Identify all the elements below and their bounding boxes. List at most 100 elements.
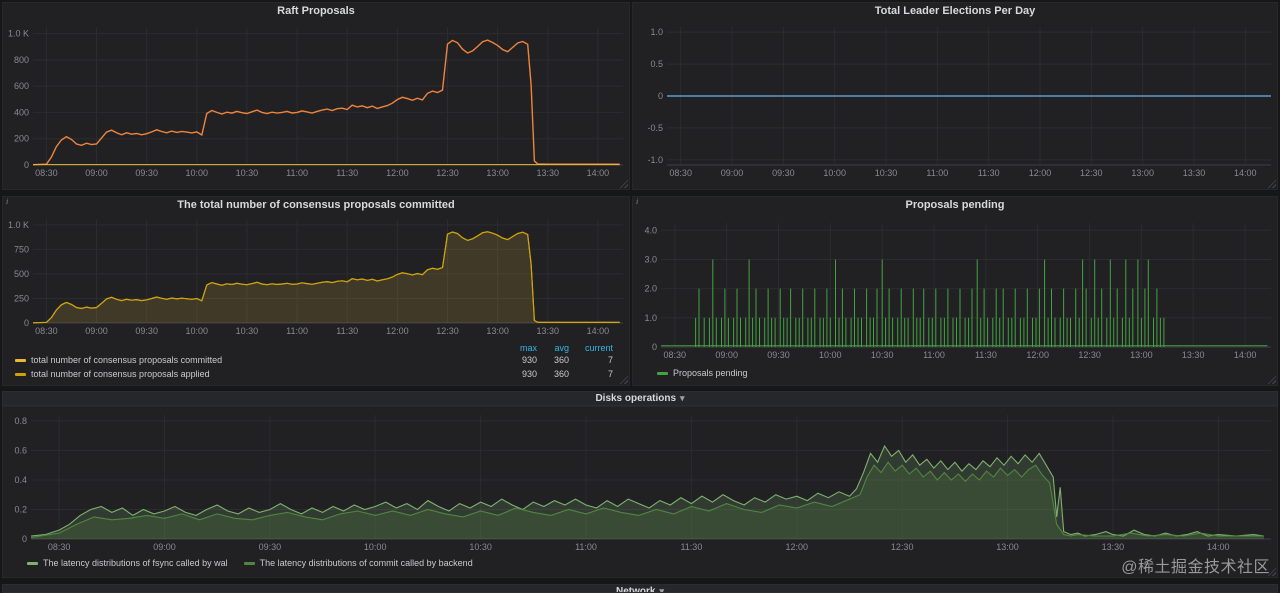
legend-item-commit-backend[interactable]: The latency distributions of commit call… [243, 558, 473, 568]
svg-text:11:30: 11:30 [975, 350, 997, 360]
svg-text:12:30: 12:30 [1080, 168, 1103, 178]
svg-text:10:30: 10:30 [875, 168, 898, 178]
svg-text:0: 0 [24, 318, 29, 328]
svg-text:09:30: 09:30 [767, 350, 790, 360]
svg-text:12:30: 12:30 [1078, 350, 1101, 360]
legend-header-avg[interactable]: avg [554, 343, 569, 353]
svg-text:11:30: 11:30 [978, 168, 1000, 178]
svg-text:13:00: 13:00 [486, 326, 509, 336]
svg-text:09:00: 09:00 [721, 168, 744, 178]
panel-info-icon[interactable]: i [6, 197, 9, 206]
series-swatch-icon [657, 371, 668, 375]
svg-text:250: 250 [14, 294, 29, 304]
row-header-network[interactable]: Network ▾ [2, 584, 1278, 593]
row-title: Network [616, 586, 656, 593]
legend-table: max avg current total number of consensu… [3, 341, 629, 381]
svg-text:09:00: 09:00 [85, 326, 108, 336]
panel-resize-handle-icon[interactable] [1267, 567, 1276, 576]
legend-row-committed: total number of consensus proposals comm… [3, 353, 629, 367]
series-label: Proposals pending [673, 368, 748, 378]
series-avg-value: 360 [553, 355, 569, 365]
series-swatch-icon[interactable] [15, 372, 26, 376]
panel-title-leader-elections[interactable]: Total Leader Elections Per Day [874, 5, 1036, 17]
legend-header-max[interactable]: max [519, 343, 537, 353]
svg-text:14:00: 14:00 [1234, 168, 1257, 178]
series-current-value: 7 [607, 355, 613, 365]
row-header-disks-operations[interactable]: Disks operations ▾ [2, 391, 1278, 406]
svg-text:12:00: 12:00 [1029, 168, 1052, 178]
panel-info-icon[interactable]: i [636, 197, 639, 206]
panel-resize-handle-icon[interactable] [1267, 179, 1276, 188]
panel-title-consensus-committed[interactable]: The total number of consensus proposals … [177, 199, 455, 211]
svg-text:14:00: 14:00 [1207, 542, 1230, 552]
svg-text:13:30: 13:30 [1183, 168, 1206, 178]
panel-leader-elections: Total Leader Elections Per Day -1.0 -0.5 0… [632, 2, 1278, 190]
svg-text:0: 0 [652, 342, 657, 352]
svg-text:08:30: 08:30 [664, 350, 687, 360]
series-max-value: 930 [521, 369, 537, 379]
svg-text:0.4: 0.4 [14, 475, 27, 485]
svg-text:1.0 K: 1.0 K [8, 29, 29, 39]
series-swatch-icon[interactable] [15, 358, 26, 362]
legend: Proposals pending [633, 368, 1277, 378]
svg-text:12:30: 12:30 [436, 168, 459, 178]
svg-text:11:00: 11:00 [286, 168, 308, 178]
svg-text:10:00: 10:00 [364, 542, 387, 552]
svg-text:0.6: 0.6 [14, 445, 27, 455]
series-label[interactable]: total number of consensus proposals comm… [31, 355, 223, 365]
panel-resize-handle-icon[interactable] [1267, 375, 1276, 384]
svg-text:12:30: 12:30 [436, 326, 459, 336]
series-label[interactable]: total number of consensus proposals appl… [31, 369, 210, 379]
raft-proposals-chart[interactable]: 0 200 400 600 800 1.0 K 08:30 09:00 09:30 10:00 10… [3, 19, 629, 185]
svg-text:0: 0 [658, 91, 663, 101]
svg-text:10:30: 10:30 [236, 168, 259, 178]
legend: The latency distributions of fsync calle… [3, 558, 1277, 568]
panel-resize-handle-icon[interactable] [619, 179, 628, 188]
svg-text:12:30: 12:30 [891, 542, 914, 552]
series-label: The latency distributions of commit call… [259, 558, 473, 568]
chevron-down-icon: ▾ [680, 393, 685, 403]
svg-text:10:30: 10:30 [469, 542, 492, 552]
proposals-pending-chart[interactable]: 0 1.0 2.0 3.0 4.0 08:30 09:00 09:30 10:00 10:30 11… [633, 213, 1277, 365]
series-swatch-icon [243, 561, 255, 565]
svg-text:11:00: 11:00 [286, 326, 308, 336]
svg-text:400: 400 [14, 107, 29, 117]
svg-text:09:00: 09:00 [715, 350, 738, 360]
svg-text:13:00: 13:00 [1131, 168, 1154, 178]
svg-text:08:30: 08:30 [35, 326, 58, 336]
panel-proposals-pending: i Proposals pending 0 1.0 2.0 3.0 4.0 08:30 09… [632, 196, 1278, 386]
legend-table-header: max avg current [3, 343, 629, 353]
svg-text:13:00: 13:00 [486, 168, 509, 178]
panel-consensus-committed: i The total number of consensus proposal… [2, 196, 630, 386]
consensus-committed-chart[interactable]: 0 250 500 750 1.0 K 08:30 09:00 09:30 10:00 10:30… [3, 213, 629, 341]
leader-elections-chart[interactable]: -1.0 -0.5 0 0.5 1.0 08:30 09:00 09:30 10:00 10:30… [633, 19, 1277, 185]
svg-text:4.0: 4.0 [644, 225, 657, 235]
legend-item-proposals-pending[interactable]: Proposals pending [657, 368, 748, 378]
legend-header-current[interactable]: current [584, 343, 613, 353]
svg-text:1.0 K: 1.0 K [8, 220, 29, 230]
svg-text:08:30: 08:30 [48, 542, 71, 552]
svg-text:12:00: 12:00 [386, 326, 409, 336]
svg-text:13:00: 13:00 [996, 542, 1019, 552]
svg-text:0: 0 [22, 534, 27, 544]
svg-text:11:30: 11:30 [680, 542, 702, 552]
legend-item-fsync-wal[interactable]: The latency distributions of fsync calle… [27, 558, 228, 568]
svg-text:750: 750 [14, 244, 29, 254]
disks-operations-chart[interactable]: 0 0.2 0.4 0.6 0.8 08:30 09:00 09:30 10:00 10:30 11… [3, 409, 1277, 555]
svg-text:13:30: 13:30 [1102, 542, 1125, 552]
svg-text:11:00: 11:00 [575, 542, 597, 552]
svg-text:800: 800 [14, 55, 29, 65]
svg-text:2.0: 2.0 [644, 284, 657, 294]
svg-text:14:00: 14:00 [587, 326, 610, 336]
svg-text:11:00: 11:00 [926, 168, 948, 178]
panel-resize-handle-icon[interactable] [619, 375, 628, 384]
panel-title-raft-proposals[interactable]: Raft Proposals [277, 5, 355, 17]
svg-text:14:00: 14:00 [587, 168, 610, 178]
svg-text:13:00: 13:00 [1130, 350, 1153, 360]
svg-text:3.0: 3.0 [644, 255, 657, 265]
svg-text:12:00: 12:00 [1026, 350, 1049, 360]
svg-text:13:30: 13:30 [537, 326, 560, 336]
panel-title-proposals-pending[interactable]: Proposals pending [905, 199, 1005, 211]
svg-text:1.0: 1.0 [650, 27, 663, 37]
series-swatch-icon [27, 561, 38, 565]
